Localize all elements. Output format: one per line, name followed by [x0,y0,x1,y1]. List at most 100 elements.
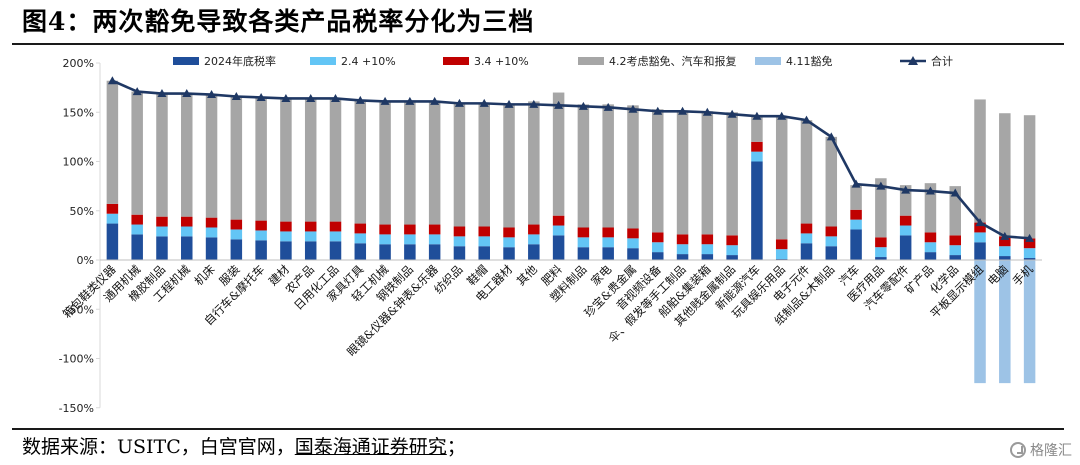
bar-segment [453,103,466,227]
bar-segment [751,151,763,162]
bar-segment [329,241,342,260]
legend[interactable]: 2024年底税率 2.4 +10% 3.4 +10% 4.2考虑豁免、汽车和报复 4.1… [173,54,953,68]
y-tick-label: 50% [70,205,94,218]
bar-segment [503,237,515,248]
total-line-marker [380,96,390,105]
total-line-marker [529,99,539,108]
total-line-marker [554,100,564,109]
bar-segment [974,232,986,243]
bar-segment [899,215,912,226]
bar-segment [751,161,763,260]
bar-segment [428,101,441,225]
bar-segment [999,260,1011,384]
bar-segment [329,231,342,242]
total-line-marker [182,89,192,98]
watermark: 格隆汇 [1010,440,1072,460]
total-line-path [111,79,1030,240]
legend-label: 2.4 +10% [341,55,396,68]
bar-segment [1023,115,1036,239]
source-link[interactable]: 国泰海通证券研究 [294,436,447,458]
y-tick-label: 200% [63,57,94,70]
bar-segment [825,236,838,247]
bar-segment [701,244,714,255]
y-axis: -150% -100% -50% 0% 50% 100% 150% 200% [59,57,101,415]
bar-segment [652,232,664,243]
total-line [107,76,1035,242]
title-rule [12,43,1064,45]
bar-segment [652,242,664,253]
total-line-marker [826,132,836,141]
y-tick-label: -50% [66,303,94,316]
bar-segment [205,237,218,260]
legend-label: 4.2考虑豁免、汽车和报复 [609,54,737,68]
legend-swatch [755,57,781,65]
bar-segment [552,225,565,236]
legend-item[interactable]: 3.4 +10% [443,55,529,68]
bar-segment [924,232,937,243]
bar-segment [875,237,887,248]
total-line-marker [430,96,440,105]
legend-swatch [443,57,469,65]
bar-segment [304,241,317,260]
bar-segment [627,228,639,239]
bar-segment [156,93,168,217]
total-line-marker [306,93,316,102]
bar-segment [131,224,143,235]
bar-segment [131,214,143,225]
bar-segment [825,226,838,237]
bar-segment [181,236,193,260]
legend-item[interactable]: 2024年底税率 [173,54,276,68]
bar-segment [131,91,143,215]
y-tick-label: -150% [59,402,94,415]
bar-segment [949,186,961,236]
bar-segment [329,98,342,222]
legend-swatch [173,57,199,65]
bar-segment [205,94,218,218]
bar-segment [503,104,515,228]
total-line-marker [603,102,613,111]
bar-segment [354,243,367,260]
legend-label: 4.11豁免 [786,54,833,68]
total-line-marker [231,91,241,100]
bar-segment [999,113,1011,237]
bar-segment [627,238,639,249]
watermark-text: 格隆汇 [1030,443,1072,459]
bar-segment [1023,260,1036,384]
total-line-marker [851,179,861,188]
bar-segment [280,98,292,222]
total-line-marker [504,99,514,108]
bar-segment [503,227,515,238]
total-line-marker [901,185,911,194]
bar-segment [627,105,639,229]
bar-segment [354,233,367,244]
x-tick-label: 机床 [192,262,219,289]
total-line-marker [578,101,588,110]
bar-segment [949,245,961,256]
total-line-marker [1025,233,1035,242]
bar-segment [354,223,367,234]
legend-swatch [310,57,336,65]
bar-segment [850,185,862,210]
source-suffix: ； [446,436,466,458]
bar-segment [453,246,466,260]
bar-segment [924,242,937,253]
total-line-marker [1000,231,1010,240]
total-line-marker [975,218,985,227]
legend-item[interactable]: 4.11豁免 [755,54,833,68]
x-tick-label: 其他 [514,262,541,289]
legend-item[interactable]: 合计 [900,54,953,68]
bar-segment [974,99,986,223]
bar-segment [428,224,441,235]
bar-segment [478,236,490,247]
bar-segment [627,248,639,260]
bars [100,80,1042,384]
total-line-marker [702,107,712,116]
legend-item[interactable]: 2.4 +10% [310,55,396,68]
bar-segment [106,223,119,260]
bar-segment [924,183,937,233]
bar-segment [999,236,1011,247]
bar-segment [850,219,862,230]
bar-segment [949,255,961,260]
x-tick-label: 纺织品 [431,262,465,296]
legend-item[interactable]: 4.2考虑豁免、汽车和报复 [578,54,737,68]
